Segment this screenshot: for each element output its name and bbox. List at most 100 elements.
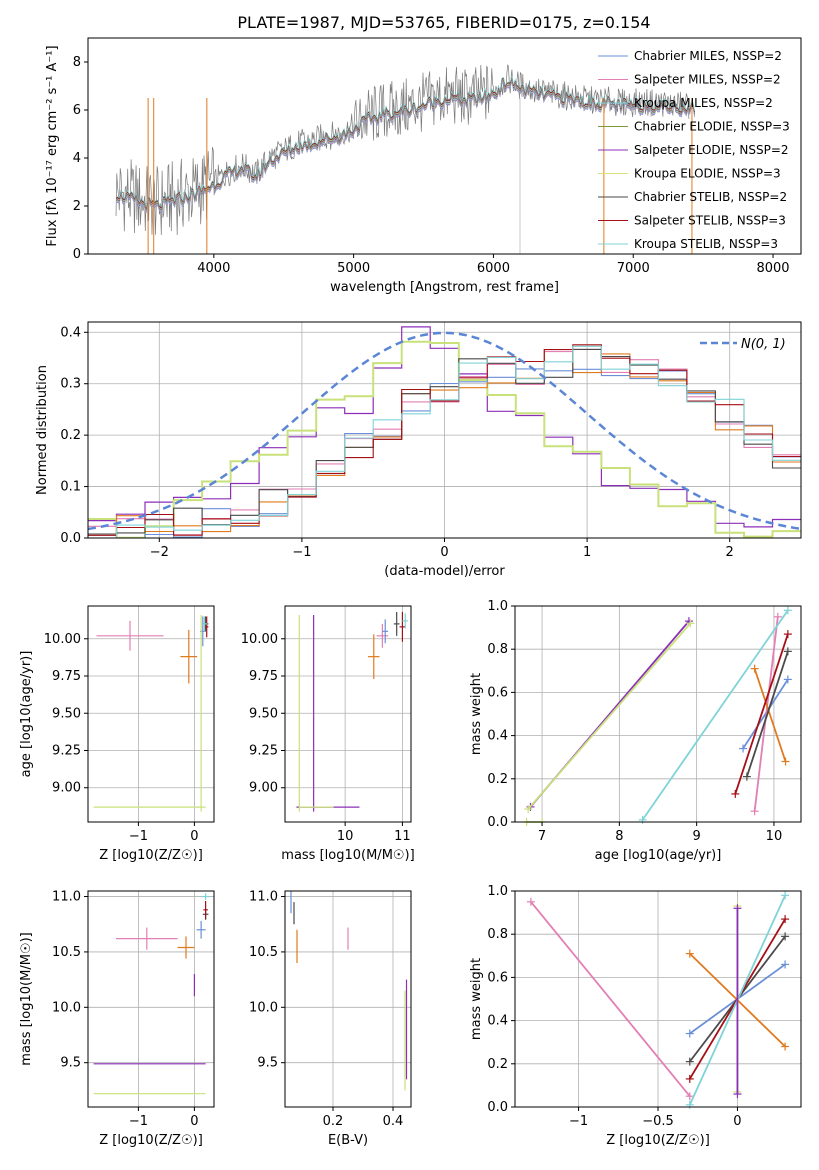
weight-line [753,616,779,812]
mass-vs-z-frame [87,890,215,1108]
y-tick-label: 4 [73,151,81,166]
y-tick-label: 11.0 [249,890,278,905]
weight-vs-age-panel: 7 8 9 10 0.0 0.2 0.4 0.6 0.8 1.0 age [log10(age/yr… [469,599,802,863]
spectrum-frame [87,37,802,255]
y-tick-label: 9.25 [52,743,81,758]
x-tick-label: 0 [190,829,198,844]
x-axis-label: mass [log10(M/M☉)] [281,848,414,863]
residuals-panel: −2 −1 0 1 2 0.0 0.1 0.2 0.3 0.4 (data-model)/error… [35,321,802,579]
y-axis-label: mass weight [469,958,484,1040]
y-tick-label: 9.75 [52,669,81,684]
residuals-marks [88,326,801,538]
x-tick-label: 0 [190,1114,198,1129]
weight-vs-z-marks [526,891,790,1109]
spectrum-marks [115,64,696,254]
histogram-series [88,340,801,538]
age-vs-mass-panel: 10 11 9.00 9.25 9.50 9.75 10.00 mass [log10(M/M… [241,605,415,863]
y-tick-label: 0.6 [487,970,508,985]
weight-line [641,609,789,821]
weight-vs-z-frame [514,890,802,1108]
histogram-series [88,345,801,538]
y-tick-label: 2 [73,199,81,214]
mass-vs-z-marks [93,893,211,1095]
y-tick-label: 9.50 [249,706,278,721]
model-spectrum [115,75,696,208]
legend-entry: Kroupa STELIB, NSSP=3 [634,237,778,251]
x-tick-label: −1 [292,545,311,560]
y-tick-label: 0.4 [487,1014,508,1029]
weight-line [530,901,691,1097]
weight-line [746,651,789,777]
x-axis-label: (data-model)/error [384,564,505,579]
mass-vs-ebv-marks [290,891,408,1091]
y-tick-label: 0.1 [60,480,81,495]
weight-line [527,622,692,810]
x-tick-label: 0 [440,545,448,560]
y-tick-label: 9.50 [52,706,81,721]
y-tick-label: 9.25 [249,743,278,758]
x-tick-label: 8000 [756,261,789,276]
y-axis-label: age [log10(age/yr)] [19,651,34,778]
y-tick-label: 10.00 [44,632,81,647]
weight-vs-z-panel: −1 −0.5 0 0.0 0.2 0.4 0.6 0.8 1.0 Z [log10(Z/Z☉)]… [469,884,802,1148]
x-axis-label: Z [log10(Z/Z☉)] [99,848,203,863]
legend-entry: Chabrier STELIB, NSSP=2 [634,190,787,204]
histogram-series [88,348,801,538]
age-vs-z-panel: −1 0 9.00 9.25 9.50 9.75 10.00 Z [log10(Z/Z☉)] a… [19,605,215,863]
x-tick-label: 2 [726,545,734,560]
legend-entry: Chabrier MILES, NSSP=2 [634,49,782,63]
x-axis-label: E(B-V) [328,1133,368,1148]
x-axis-label: age [log10(age/yr)] [595,848,722,863]
x-tick-label: 9 [693,829,701,844]
y-tick-label: 0.0 [60,531,81,546]
y-tick-label: 0.3 [60,377,81,392]
y-tick-label: 8 [73,55,81,70]
x-tick-label: 10 [337,829,354,844]
y-tick-label: 9.00 [52,781,81,796]
x-tick-label: 0 [733,1114,741,1129]
y-tick-label: 0.4 [60,325,81,340]
y-tick-label: 0.0 [487,1100,508,1115]
y-axis-label: Normed distribution [35,365,50,495]
y-tick-label: 0.2 [487,772,508,787]
x-tick-label: −1 [569,1114,588,1129]
observed-spectrum [115,64,690,236]
x-axis-label: Z [log10(Z/Z☉)] [99,1133,203,1148]
y-tick-label: 6 [73,103,81,118]
age-vs-mass-marks [296,611,409,812]
x-tick-label: 8 [615,829,623,844]
y-tick-label: 10.0 [52,1000,81,1015]
weight-vs-age-marks [522,606,792,826]
weight-vs-age-frame [514,605,802,823]
x-tick-label: 1 [583,545,591,560]
legend-entry: Salpeter MILES, NSSP=2 [634,73,781,87]
y-tick-label: 9.00 [249,781,278,796]
x-tick-label: −2 [150,545,169,560]
x-tick-label: 4000 [197,261,230,276]
y-tick-label: 9.75 [249,669,278,684]
x-axis-label: Z [log10(Z/Z☉)] [606,1133,710,1148]
y-tick-label: 9.5 [60,1056,81,1071]
mass-vs-ebv-frame [284,890,412,1108]
y-axis-label: mass [log10(M/M☉)] [19,932,34,1065]
legend-entry: Salpeter ELODIE, NSSP=2 [634,143,789,157]
weight-line [753,668,787,762]
y-tick-label: 0.2 [487,1057,508,1072]
x-tick-label: 7000 [617,261,650,276]
y-tick-label: 0.4 [487,729,508,744]
x-tick-label: 11 [394,829,411,844]
y-tick-label: 9.5 [257,1056,278,1071]
x-tick-label: 10 [766,829,783,844]
weight-line [734,633,789,795]
spectrum-panel: 4000 5000 6000 7000 8000 0 2 4 6 8 wavelength [Ang… [45,37,802,295]
x-tick-label: 5000 [337,261,370,276]
legend-entry: N(0, 1) [741,337,786,352]
y-axis-label: Flux [fλ 10⁻¹⁷ erg cm⁻² s⁻¹ A⁻¹] [45,45,60,246]
x-tick-label: −1 [129,1114,148,1129]
y-tick-label: 1.0 [487,884,508,899]
y-tick-label: 11.0 [52,890,81,905]
histogram-series [88,326,801,528]
y-tick-label: 10.5 [52,945,81,960]
legend-entry: Salpeter STELIB, NSSP=3 [634,214,786,228]
